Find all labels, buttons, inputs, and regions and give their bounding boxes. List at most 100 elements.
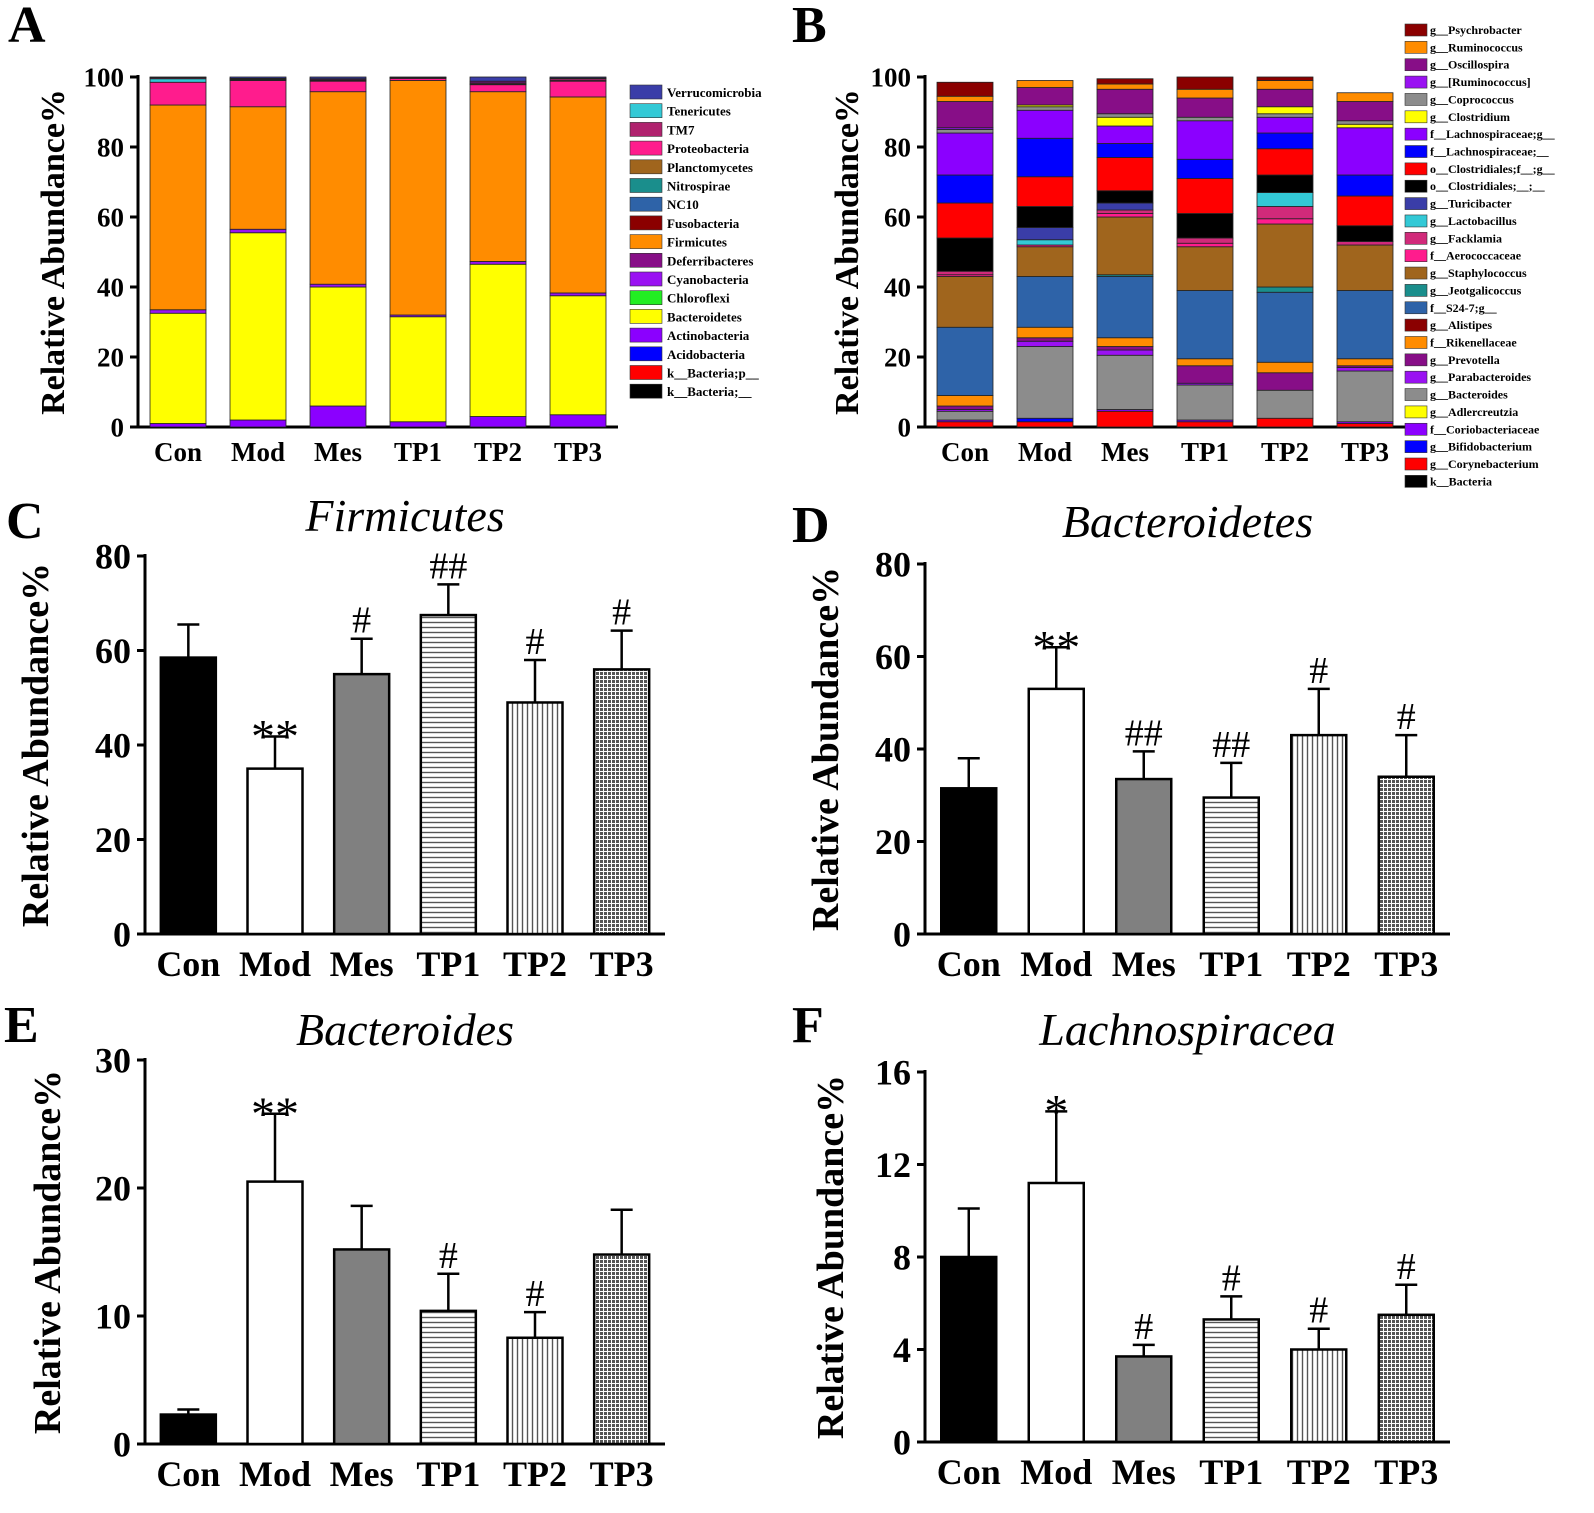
- x-tick-label: TP2: [1261, 437, 1309, 467]
- stack-segment: [1096, 83, 1154, 90]
- legend-swatch: [629, 215, 663, 231]
- stack-segment: [1176, 97, 1234, 118]
- significance-mark: #: [1397, 696, 1416, 738]
- stack-segment: [1256, 206, 1314, 220]
- legend-swatch: [1404, 145, 1428, 158]
- stack-segment: [936, 270, 994, 276]
- y-tick-label: 20: [95, 1169, 131, 1209]
- stack-segment: [1256, 174, 1314, 193]
- stack-segment: [1336, 127, 1394, 176]
- y-tick-label: 12: [875, 1145, 911, 1185]
- stack-segment: [1176, 76, 1234, 90]
- x-tick-label: TP3: [1374, 944, 1438, 984]
- legend-swatch: [1404, 41, 1428, 54]
- stack-segment: [1176, 116, 1234, 122]
- stack-segment: [1096, 337, 1154, 347]
- y-tick-label: 80: [875, 545, 911, 585]
- stack-segment: [1016, 109, 1074, 139]
- stack-segment: [1336, 358, 1394, 367]
- legend-label: Tenericutes: [667, 104, 731, 119]
- stack-segment-firmicutes: [309, 91, 367, 285]
- legend-label: g__Ruminococcus: [1430, 40, 1523, 54]
- significance-mark: #: [352, 600, 371, 642]
- x-tick-label: TP1: [1199, 1452, 1263, 1492]
- stack-segment: [1096, 209, 1154, 214]
- y-tick-label: 10: [95, 1297, 131, 1337]
- stack-segment: [1176, 358, 1234, 367]
- legend-label: Proteobacteria: [667, 141, 750, 156]
- stack-segment-proteobacteria: [309, 80, 367, 93]
- chart-title: Firmicutes: [304, 490, 504, 541]
- stack-segment: [1176, 88, 1234, 99]
- stack-segment-actinobacteria: [469, 416, 527, 428]
- stack-segment: [1016, 276, 1074, 328]
- legend-swatch: [1404, 58, 1428, 72]
- stack-segment-firmicutes: [469, 91, 527, 262]
- bar-chart-bacteroidetes: Bacteroidetes 0 20 40 60 80 Relative Abundance…: [805, 496, 1450, 984]
- stack-segment-firmicutes: [389, 80, 447, 316]
- x-tick-label: TP2: [474, 437, 522, 467]
- stack-segment: [1096, 202, 1154, 211]
- significance-mark: *: [1044, 1085, 1068, 1138]
- legend-swatch: [1404, 266, 1428, 280]
- legend-swatch: [1404, 214, 1428, 228]
- stack-segment: [1176, 158, 1234, 179]
- bar-tp1: [419, 1309, 478, 1446]
- x-tick-label: TP1: [394, 437, 442, 467]
- bar-mes: [332, 672, 391, 936]
- panel-label-f: F: [792, 997, 824, 1054]
- x-tick-label: Mod: [231, 437, 285, 467]
- panel-label-d: D: [792, 497, 830, 554]
- legend-swatch: [629, 196, 663, 212]
- legend-swatch: [1404, 110, 1428, 124]
- y-axis-title: Relative Abundance%: [27, 1070, 69, 1434]
- stack-segment: [1176, 237, 1234, 244]
- stack-segment-actinobacteria: [309, 405, 367, 428]
- x-tick-label: TP1: [416, 944, 480, 984]
- y-tick-label: 4: [893, 1330, 911, 1370]
- bar-tp3: [1377, 775, 1435, 936]
- legend-swatch: [629, 290, 663, 306]
- stack-segment: [936, 395, 994, 407]
- bar-mod: [246, 767, 304, 936]
- stack-segment: [1256, 76, 1314, 81]
- panel-label-e: E: [4, 997, 39, 1054]
- legend-swatch: [1404, 127, 1428, 141]
- stack-segment: [1336, 123, 1394, 129]
- panel-label-b: B: [792, 0, 827, 54]
- stack-segment-firmicutes: [229, 106, 287, 230]
- legend-label: g__Clostridium: [1430, 110, 1510, 124]
- x-tick-label: Con: [156, 1454, 220, 1494]
- stack-segment: [1336, 120, 1394, 125]
- legend-swatch: [629, 253, 663, 268]
- stack-segment-actinobacteria: [149, 423, 207, 428]
- legend-label: f__Rikenellaceae: [1430, 335, 1517, 349]
- stack-segment: [1336, 174, 1394, 197]
- x-tick-label: TP2: [1287, 944, 1351, 984]
- legend-swatch: [1404, 23, 1428, 37]
- stack-segment: [1336, 367, 1394, 372]
- stack-segment: [1176, 365, 1234, 384]
- bar-tp3: [592, 1253, 651, 1446]
- legend-label: g__Adlercreutzia: [1430, 405, 1518, 419]
- legend-swatch: [1404, 336, 1428, 349]
- legend-label: g__Oscillospira: [1430, 58, 1509, 72]
- x-tick-label: Con: [941, 437, 989, 467]
- legend-label: Firmicutes: [667, 235, 727, 250]
- stack-segment-bacteroidetes: [229, 232, 287, 421]
- stack-segment: [1096, 349, 1154, 356]
- stack-segment: [1256, 148, 1314, 176]
- legend-label: g__Lactobacillus: [1430, 214, 1517, 228]
- stack-segment: [936, 237, 994, 272]
- stack-segment: [1256, 389, 1314, 419]
- y-tick-label: 80: [884, 132, 911, 162]
- legend-label: Planctomycetes: [667, 160, 753, 175]
- legend-label: Chloroflexi: [667, 291, 730, 306]
- stack-segment: [1096, 78, 1154, 85]
- y-tick-label: 60: [884, 202, 911, 232]
- stack-segment-proteobacteria: [229, 80, 287, 108]
- significance-mark: #: [526, 1273, 545, 1315]
- panel-label-a: A: [8, 0, 46, 54]
- bar-tp2: [1290, 733, 1348, 936]
